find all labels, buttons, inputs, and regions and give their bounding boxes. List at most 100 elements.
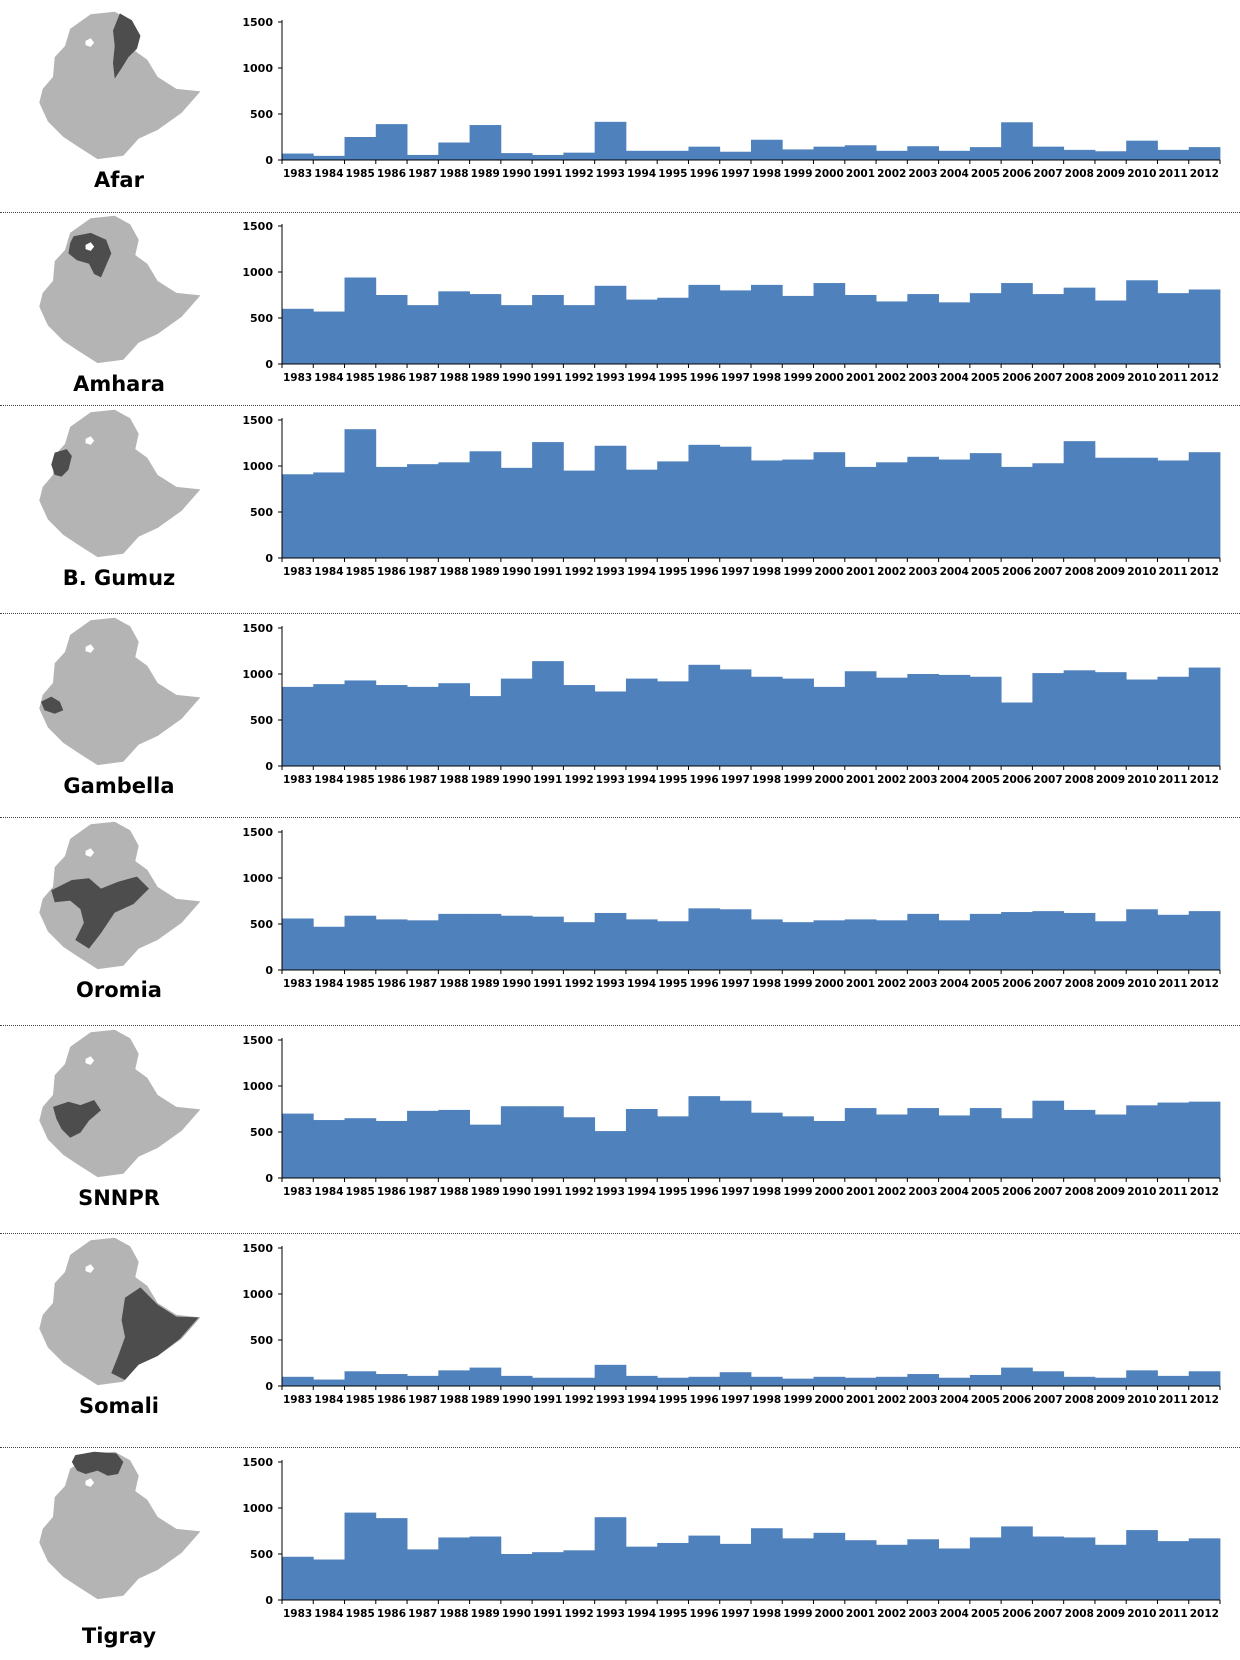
bar-afar-1984 (313, 155, 345, 160)
y-tick-label: 1500 (242, 1456, 273, 1469)
bar-gambella-2001 (844, 671, 877, 766)
bar-gambella-1997 (719, 669, 752, 766)
bar-b-gumuz-2003 (907, 456, 939, 558)
y-tick-label: 1500 (242, 220, 273, 233)
map-amhara (39, 215, 201, 364)
x-tick-label: 1992 (564, 566, 593, 578)
bar-afar-1994 (625, 150, 658, 160)
x-tick-label: 1994 (627, 774, 656, 786)
x-tick-label: 1996 (689, 978, 718, 990)
x-tick-label: 1990 (502, 566, 531, 578)
bar-amhara-2009 (1094, 300, 1127, 364)
x-tick-label: 1992 (564, 168, 593, 180)
bar-amhara-1986 (375, 295, 408, 364)
x-tick-label: 2005 (971, 566, 1000, 578)
x-tick-label: 1992 (564, 774, 593, 786)
x-tick-label: 2004 (940, 978, 969, 990)
bar-afar-1989 (469, 125, 502, 160)
map-gambella (39, 617, 201, 766)
bar-b-gumuz-2002 (876, 462, 908, 558)
bar-tigray-2012 (1188, 1538, 1221, 1600)
bar-tigray-2011 (1157, 1541, 1190, 1600)
chart-gambella: 0 500 1000 1500 1983 1984 1985 1986 1987 1988 1989… (242, 622, 1221, 786)
bar-snnpr-2002 (876, 1114, 908, 1178)
x-tick-label: 2003 (908, 566, 937, 578)
region-label-gambella: Gambella (63, 774, 175, 798)
x-tick-label: 1995 (658, 1186, 687, 1198)
x-tick-label: 1994 (627, 1608, 656, 1620)
x-tick-label: 1988 (439, 1186, 468, 1198)
bar-gambella-2000 (813, 686, 846, 766)
x-tick-label: 1995 (658, 1608, 687, 1620)
country-outline (39, 409, 201, 558)
bar-snnpr-1992 (563, 1117, 596, 1178)
bar-b-gumuz-1999 (782, 459, 814, 558)
bar-somali-2004 (938, 1377, 971, 1386)
x-tick-label: 2012 (1190, 566, 1219, 578)
x-tick-label: 1995 (658, 774, 687, 786)
bar-amhara-2001 (844, 295, 877, 364)
bar-amhara-1995 (657, 297, 689, 364)
x-tick-label: 1992 (564, 1608, 593, 1620)
bar-tigray-1999 (782, 1538, 814, 1600)
bar-afar-1990 (500, 153, 533, 160)
x-tick-label: 1993 (596, 566, 625, 578)
x-tick-label: 2011 (1158, 774, 1187, 786)
panel-oromia: Oromia 0 500 1000 1500 1983 1984 1985 1986 1987 19… (0, 818, 1240, 1018)
x-tick-label: 2011 (1158, 1394, 1187, 1406)
x-tick-label: 1998 (752, 1186, 781, 1198)
bar-oromia-1998 (751, 919, 783, 970)
x-tick-label: 2010 (1127, 372, 1156, 384)
x-tick-label: 2002 (877, 978, 906, 990)
bar-gambella-2003 (907, 674, 939, 766)
x-tick-label: 1989 (471, 566, 500, 578)
x-tick-label: 1988 (439, 566, 468, 578)
region-label-b-gumuz: B. Gumuz (62, 566, 176, 590)
x-tick-label: 1991 (533, 774, 562, 786)
bar-gambella-2009 (1094, 672, 1127, 766)
y-tick-label: 1000 (242, 1288, 273, 1301)
x-tick-label: 1988 (439, 1394, 468, 1406)
panel-divider (0, 613, 1240, 614)
bar-somali-1987 (407, 1375, 439, 1386)
y-tick-label: 1000 (242, 62, 273, 75)
x-tick-label: 1987 (408, 1608, 437, 1620)
y-tick-label: 0 (265, 154, 273, 167)
x-tick-label: 2012 (1190, 372, 1219, 384)
bar-somali-1998 (751, 1376, 783, 1386)
x-tick-label: 2001 (846, 1394, 875, 1406)
bar-snnpr-2010 (1126, 1105, 1158, 1178)
bar-snnpr-2004 (938, 1115, 971, 1178)
region-highlight-tigray (71, 1451, 124, 1476)
x-tick-label: 1986 (377, 1608, 406, 1620)
bar-gambella-2002 (876, 677, 908, 766)
x-tick-label: 2005 (971, 978, 1000, 990)
x-tick-label: 1983 (283, 1394, 312, 1406)
bar-gambella-1995 (657, 681, 689, 766)
bar-oromia-1984 (313, 926, 345, 970)
x-tick-label: 1985 (346, 774, 375, 786)
bar-tigray-2003 (907, 1539, 939, 1600)
bar-amhara-1985 (344, 277, 377, 364)
bar-afar-2012 (1188, 147, 1221, 160)
bar-somali-2001 (844, 1377, 877, 1386)
x-tick-label: 1998 (752, 978, 781, 990)
x-tick-label: 1994 (627, 566, 656, 578)
y-tick-label: 500 (250, 918, 273, 931)
x-tick-label: 1994 (627, 372, 656, 384)
bar-gambella-1985 (344, 680, 377, 766)
x-tick-label: 2000 (815, 774, 844, 786)
lake-shape (85, 1478, 95, 1487)
bar-somali-2011 (1157, 1375, 1190, 1386)
x-tick-label: 1988 (439, 372, 468, 384)
region-highlight-gambella (41, 696, 64, 714)
bar-oromia-2001 (844, 919, 877, 970)
bar-snnpr-1990 (500, 1106, 533, 1178)
x-tick-label: 1985 (346, 1186, 375, 1198)
bar-b-gumuz-2004 (938, 459, 971, 558)
bar-gambella-2006 (1001, 702, 1033, 766)
bar-gambella-2011 (1157, 676, 1190, 766)
bar-afar-2002 (876, 150, 908, 160)
y-tick-label: 500 (250, 108, 273, 121)
